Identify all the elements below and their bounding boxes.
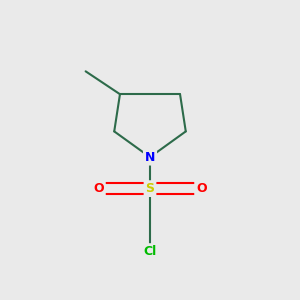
Text: S: S: [146, 182, 154, 195]
Text: O: O: [93, 182, 104, 195]
Text: Cl: Cl: [143, 245, 157, 258]
Text: N: N: [145, 151, 155, 164]
Text: O: O: [196, 182, 207, 195]
